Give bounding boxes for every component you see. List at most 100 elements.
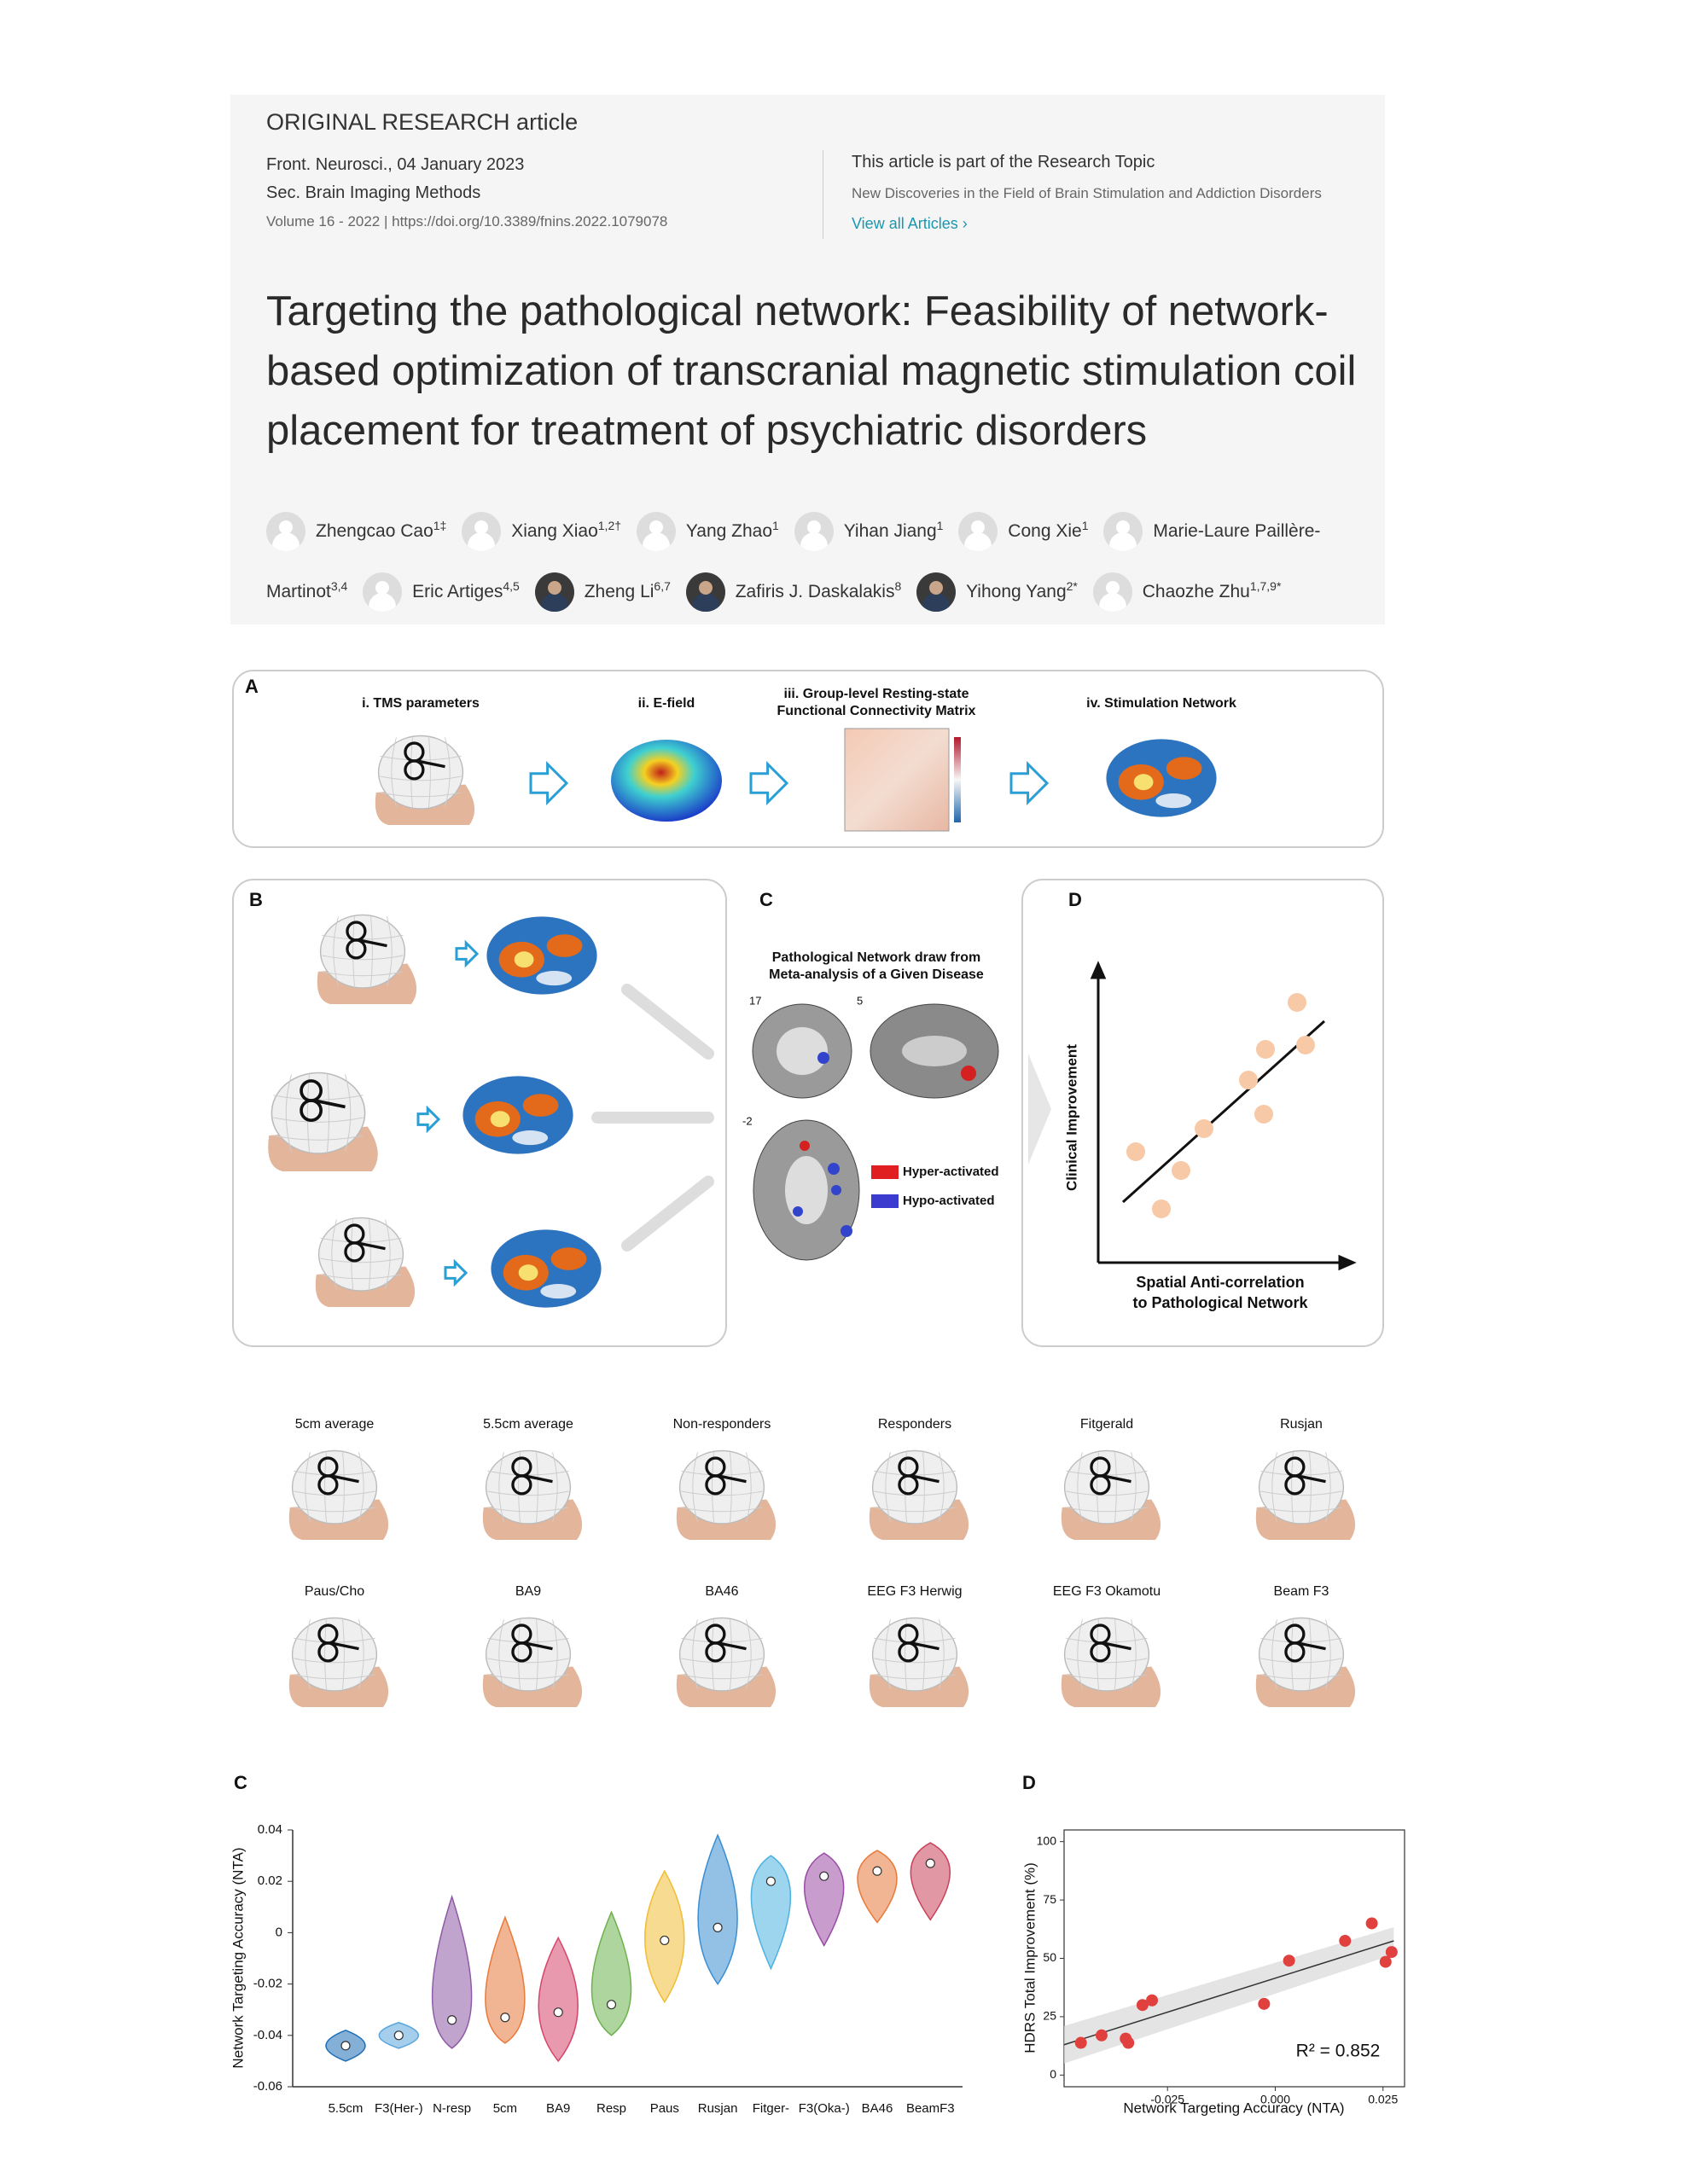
step-label: iv. Stimulation Network — [1086, 696, 1236, 711]
topic-name[interactable]: New Discoveries in the Field of Brain St… — [852, 185, 1322, 201]
grid — [692, 1452, 698, 1523]
chevron — [1028, 1054, 1051, 1165]
legend-label: Hyper-activated — [903, 1165, 999, 1179]
author-name[interactable]: Zhengcao Cao — [316, 521, 433, 541]
avatar[interactable] — [1103, 512, 1143, 552]
grid — [1309, 1452, 1312, 1523]
grid — [730, 1452, 732, 1523]
grid — [294, 1658, 375, 1664]
author-name[interactable]: Zafiris J. Daskalakis — [735, 582, 895, 601]
median — [606, 2000, 617, 2010]
grid — [536, 1452, 538, 1523]
grid — [1309, 1619, 1312, 1690]
skull — [317, 1217, 404, 1292]
avatar[interactable] — [916, 572, 957, 613]
head-label: EEG F3 Okamotu — [1053, 1584, 1161, 1599]
author[interactable]: Yang Zhao1 — [636, 512, 779, 552]
grid — [273, 1135, 364, 1141]
violin-body — [803, 1852, 845, 1947]
author-name[interactable]: Eric Artiges — [412, 582, 503, 601]
author[interactable]: Zheng Li6,7 — [534, 572, 671, 613]
author[interactable]: Zhengcao Cao1‡ — [266, 512, 446, 552]
avatar[interactable] — [462, 512, 502, 552]
head-illustration — [869, 1449, 969, 1540]
author-name[interactable]: Zheng Li — [584, 582, 654, 601]
author-name[interactable]: Marie-Laure Paillère-Martinot — [266, 521, 1321, 601]
y-tick-label: 0 — [276, 1925, 282, 1939]
author[interactable]: Zafiris J. Daskalakis8 — [685, 572, 901, 613]
panel-label: B — [249, 889, 263, 910]
head-label: Beam F3 — [1274, 1584, 1329, 1599]
head-label: BA46 — [705, 1584, 738, 1599]
author-name[interactable]: Yihong Yang — [966, 582, 1067, 601]
grid — [487, 1637, 569, 1643]
author-name[interactable]: Xiang Xiao — [511, 521, 598, 541]
avatar[interactable] — [636, 512, 676, 552]
view-all-link[interactable]: View all Articles › — [852, 215, 968, 232]
volume-doi[interactable]: Volume 16 - 2022 | https://doi.org/10.33… — [266, 213, 668, 229]
author-name[interactable]: Chaozhe Zhu — [1142, 582, 1250, 601]
x-tick-label: BA46 — [862, 2101, 893, 2116]
avatar[interactable] — [534, 572, 574, 613]
grid — [294, 1490, 375, 1496]
grid — [536, 1619, 538, 1690]
x-tick-label: N-resp — [433, 2101, 471, 2116]
grid — [874, 1658, 956, 1664]
grid — [487, 1674, 569, 1680]
skull — [1258, 1617, 1345, 1692]
grid — [874, 1470, 956, 1476]
author-affiliation: 2* — [1066, 579, 1078, 593]
author[interactable]: Xiang Xiao1,2† — [462, 512, 621, 552]
author[interactable]: Eric Artiges4,5 — [363, 572, 520, 613]
blob — [522, 1094, 559, 1117]
coil — [898, 1474, 919, 1496]
author[interactable]: Chaozhe Zhu1,7,9* — [1092, 572, 1281, 613]
author-name[interactable]: Cong Xie — [1008, 521, 1082, 541]
legend-label: Hypo-activated — [903, 1194, 995, 1208]
head-label: Fitgerald — [1080, 1417, 1133, 1432]
section[interactable]: Sec. Brain Imaging Methods — [266, 183, 481, 202]
grid — [342, 1452, 345, 1523]
grid — [746, 1619, 752, 1690]
avatar[interactable] — [266, 512, 305, 552]
head-illustration — [869, 1617, 969, 1707]
panel-d-frame — [1021, 879, 1384, 1347]
y-tick-label: 0 — [1050, 2067, 1056, 2081]
grid — [939, 1619, 945, 1690]
grid — [380, 755, 462, 761]
grid — [1131, 1619, 1137, 1690]
avatar[interactable] — [958, 512, 998, 552]
grid — [681, 1470, 763, 1476]
blob — [1155, 793, 1192, 809]
grid — [1114, 1619, 1117, 1690]
author[interactable]: Marie-Laure Paillère-Martinot3,4 — [266, 512, 1321, 601]
flow-arrow — [416, 1105, 441, 1134]
axis-label: Clinical Improvement — [1063, 1044, 1079, 1191]
author[interactable]: Cong Xie1 — [958, 512, 1088, 552]
axis-label: Spatial Anti-correlation — [1136, 1274, 1304, 1291]
panel-b-frame — [232, 879, 727, 1347]
grid — [681, 1674, 763, 1680]
head-label: EEG F3 Herwig — [867, 1584, 962, 1599]
skull — [485, 1449, 572, 1525]
avatar[interactable] — [685, 572, 725, 613]
grid — [294, 1507, 375, 1513]
slice-label: -2 — [742, 1114, 753, 1127]
view-all-text[interactable]: View all Articles — [852, 215, 958, 232]
blob — [514, 951, 534, 968]
author[interactable]: Yihong Yang2* — [916, 572, 1078, 613]
violin-body — [697, 1833, 738, 1985]
grid — [305, 1452, 311, 1523]
author-name[interactable]: Yang Zhao — [685, 521, 773, 541]
panel-label: C — [759, 889, 773, 910]
author[interactable]: Yihan Jiang1 — [794, 512, 943, 552]
author-name[interactable]: Yihan Jiang — [843, 521, 937, 541]
avatar[interactable] — [1092, 572, 1132, 613]
avatar[interactable] — [363, 572, 403, 613]
avatar[interactable] — [794, 512, 834, 552]
blob — [546, 934, 583, 957]
coil — [705, 1641, 726, 1663]
grid — [1260, 1637, 1342, 1643]
step-label: i. TMS parameters — [362, 696, 480, 711]
